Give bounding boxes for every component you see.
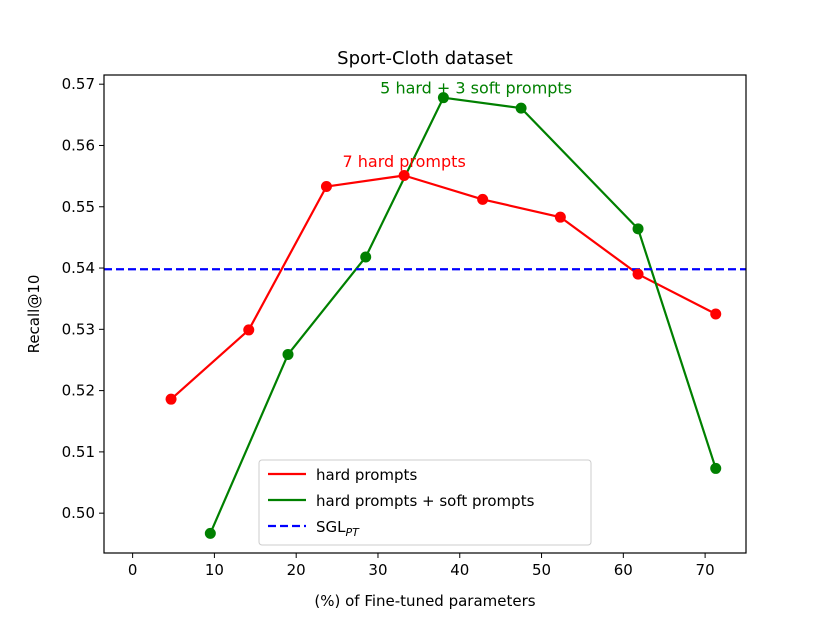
data-point-hard-prompts-soft-prompts (204, 527, 216, 539)
x-tick-label: 40 (450, 561, 469, 579)
data-point-hard-prompts (320, 181, 332, 193)
data-point-hard-prompts (710, 308, 722, 320)
y-axis-ticks: 0.50 0.51 0.52 0.53 0.54 0.55 0.56 0.57 (62, 75, 104, 522)
series-markers (165, 92, 722, 539)
x-tick-label: 50 (532, 561, 551, 579)
annotations: 7 hard prompts 5 hard + 3 soft prompts (343, 78, 573, 171)
legend: hard prompts hard prompts + soft prompts… (258, 459, 592, 546)
data-point-hard-prompts (243, 324, 255, 336)
y-tick-label: 0.51 (62, 443, 95, 461)
x-axis-ticks: 0 10 20 30 40 50 60 70 (128, 553, 715, 579)
annotation-5-hard-3-soft-prompts: 5 hard + 3 soft prompts (380, 78, 572, 97)
legend-entry-sgl-pt: SGLPT (316, 518, 360, 539)
x-tick-label: 60 (614, 561, 633, 579)
data-point-hard-prompts-soft-prompts (710, 462, 722, 474)
y-tick-label: 0.57 (62, 75, 95, 93)
data-point-hard-prompts (165, 393, 177, 405)
y-tick-label: 0.53 (62, 320, 95, 338)
y-axis-label: Recall@10 (25, 275, 43, 354)
x-axis-label: (%) of Fine-tuned parameters (314, 592, 535, 610)
data-point-hard-prompts (632, 268, 644, 280)
legend-box (258, 459, 592, 546)
y-tick-label: 0.56 (62, 136, 95, 154)
data-point-hard-prompts-soft-prompts (360, 251, 372, 263)
series-line-hard-prompts (170, 174, 717, 401)
y-tick-label: 0.50 (62, 504, 95, 522)
chart-title: Sport-Cloth dataset (337, 48, 513, 69)
y-tick-label: 0.55 (62, 198, 95, 216)
data-point-hard-prompts (398, 170, 410, 182)
x-tick-label: 0 (128, 561, 138, 579)
plot-frame (103, 74, 747, 554)
legend-entry-hard-soft-prompts: hard prompts + soft prompts (316, 492, 535, 510)
legend-entry-hard-prompts: hard prompts (316, 466, 417, 484)
legend-sgl-subscript: PT (346, 526, 361, 539)
y-tick-label: 0.54 (62, 259, 95, 277)
data-point-hard-prompts-soft-prompts (437, 92, 449, 104)
data-point-hard-prompts-soft-prompts (515, 102, 527, 114)
x-tick-label: 30 (368, 561, 387, 579)
data-point-hard-prompts (477, 193, 489, 205)
x-tick-label: 70 (696, 561, 715, 579)
annotation-7-hard-prompts: 7 hard prompts (343, 152, 466, 171)
x-tick-label: 20 (287, 561, 306, 579)
data-point-hard-prompts-soft-prompts (282, 348, 294, 360)
data-point-hard-prompts (554, 211, 566, 223)
x-tick-label: 10 (205, 561, 224, 579)
data-point-hard-prompts-soft-prompts (632, 223, 644, 235)
legend-sgl-name: SGL (316, 518, 346, 536)
y-tick-label: 0.52 (62, 382, 95, 400)
